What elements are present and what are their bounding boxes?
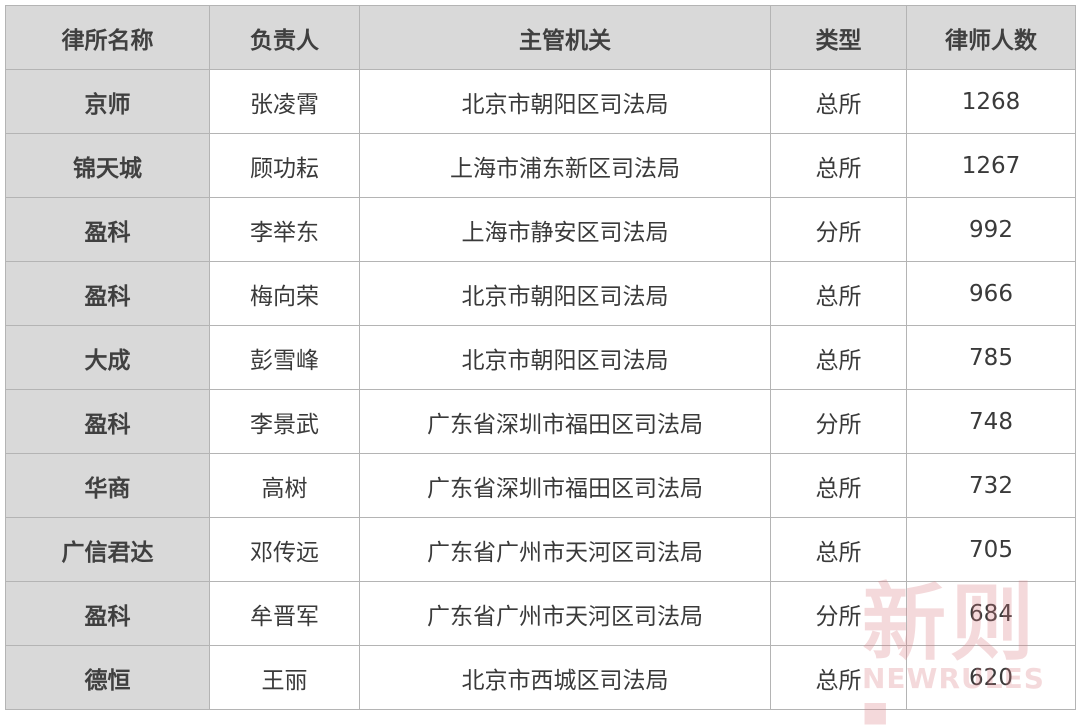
cell-authority: 广东省广州市天河区司法局 [359,517,771,582]
cell-lawyer-count: 1268 [906,69,1076,134]
cell-principal: 李举东 [209,197,360,262]
cell-firm-name: 盈科 [5,197,210,262]
cell-firm-name: 盈科 [5,261,210,326]
cell-type: 总所 [770,517,907,582]
cell-authority: 广东省深圳市福田区司法局 [359,453,771,518]
cell-principal: 李景武 [209,389,360,454]
cell-lawyer-count: 705 [906,517,1076,582]
cell-principal: 高树 [209,453,360,518]
cell-type: 总所 [770,69,907,134]
cell-firm-name: 京师 [5,69,210,134]
cell-authority: 上海市浦东新区司法局 [359,133,771,198]
table-row: 盈科 牟晋军 广东省广州市天河区司法局 分所 684 [5,581,1076,646]
table-row: 京师 张凌霄 北京市朝阳区司法局 总所 1268 [5,69,1076,134]
law-firm-table: 律所名称 负责人 主管机关 类型 律师人数 京师 张凌霄 北京市朝阳区司法局 总所 1268 锦天… [5,5,1076,710]
cell-lawyer-count: 684 [906,581,1076,646]
cell-type: 总所 [770,133,907,198]
cell-firm-name: 广信君达 [5,517,210,582]
cell-principal: 顾功耘 [209,133,360,198]
cell-firm-name: 华商 [5,453,210,518]
column-header-type: 类型 [770,5,907,70]
cell-lawyer-count: 966 [906,261,1076,326]
column-header-principal: 负责人 [209,5,360,70]
table-row: 广信君达 邓传远 广东省广州市天河区司法局 总所 705 [5,517,1076,582]
cell-authority: 上海市静安区司法局 [359,197,771,262]
table-row: 盈科 李景武 广东省深圳市福田区司法局 分所 748 [5,389,1076,454]
cell-authority: 北京市朝阳区司法局 [359,69,771,134]
cell-principal: 王丽 [209,645,360,710]
cell-lawyer-count: 748 [906,389,1076,454]
table-row: 锦天城 顾功耘 上海市浦东新区司法局 总所 1267 [5,133,1076,198]
cell-lawyer-count: 992 [906,197,1076,262]
table-row: 盈科 梅向荣 北京市朝阳区司法局 总所 966 [5,261,1076,326]
cell-authority: 北京市西城区司法局 [359,645,771,710]
cell-type: 总所 [770,453,907,518]
table-row: 盈科 李举东 上海市静安区司法局 分所 992 [5,197,1076,262]
cell-authority: 北京市朝阳区司法局 [359,325,771,390]
cell-type: 总所 [770,261,907,326]
table-header-row: 律所名称 负责人 主管机关 类型 律师人数 [5,5,1076,70]
cell-principal: 彭雪峰 [209,325,360,390]
table-row: 大成 彭雪峰 北京市朝阳区司法局 总所 785 [5,325,1076,390]
table-row: 华商 高树 广东省深圳市福田区司法局 总所 732 [5,453,1076,518]
cell-type: 总所 [770,645,907,710]
cell-lawyer-count: 1267 [906,133,1076,198]
cell-firm-name: 大成 [5,325,210,390]
cell-type: 分所 [770,389,907,454]
cell-principal: 梅向荣 [209,261,360,326]
cell-principal: 张凌霄 [209,69,360,134]
table-row: 德恒 王丽 北京市西城区司法局 总所 620 [5,645,1076,710]
column-header-lawyer-count: 律师人数 [906,5,1076,70]
cell-authority: 广东省深圳市福田区司法局 [359,389,771,454]
cell-type: 分所 [770,197,907,262]
cell-type: 分所 [770,581,907,646]
cell-firm-name: 盈科 [5,581,210,646]
cell-authority: 广东省广州市天河区司法局 [359,581,771,646]
column-header-firm-name: 律所名称 [5,5,210,70]
column-header-authority: 主管机关 [359,5,771,70]
cell-type: 总所 [770,325,907,390]
cell-principal: 牟晋军 [209,581,360,646]
cell-lawyer-count: 785 [906,325,1076,390]
cell-firm-name: 盈科 [5,389,210,454]
cell-principal: 邓传远 [209,517,360,582]
cell-lawyer-count: 732 [906,453,1076,518]
cell-firm-name: 德恒 [5,645,210,710]
cell-authority: 北京市朝阳区司法局 [359,261,771,326]
cell-firm-name: 锦天城 [5,133,210,198]
cell-lawyer-count: 620 [906,645,1076,710]
